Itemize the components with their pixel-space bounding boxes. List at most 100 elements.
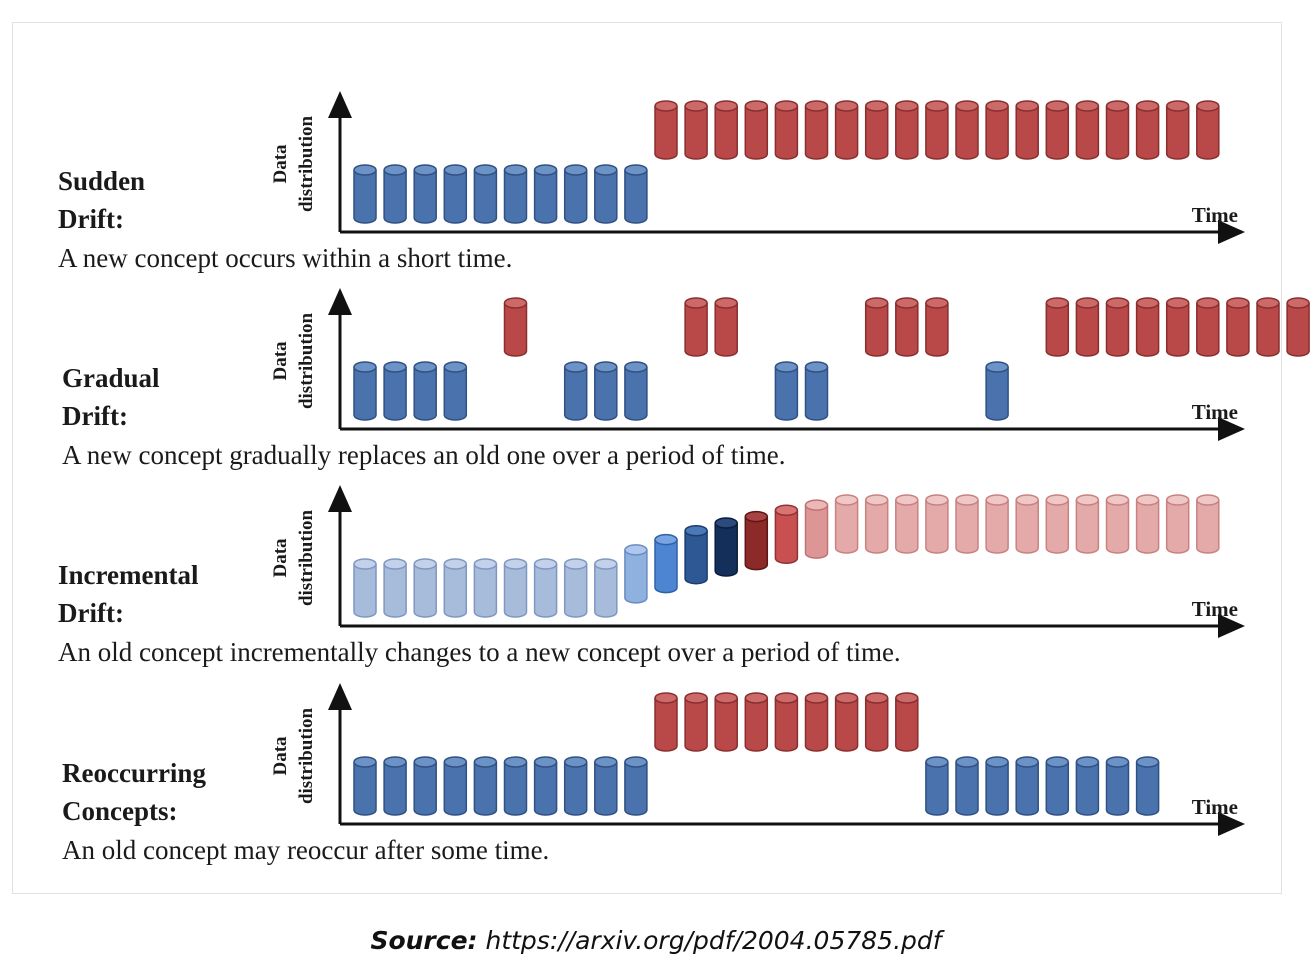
data-cylinder bbox=[774, 100, 799, 160]
cylinder-body bbox=[503, 564, 528, 618]
cylinder-top bbox=[533, 164, 558, 176]
cylinder-top bbox=[443, 756, 468, 768]
panel-label-line: Reoccurring bbox=[62, 758, 206, 788]
cylinder-body bbox=[624, 762, 648, 816]
cylinder-top bbox=[654, 692, 678, 704]
data-cylinder bbox=[1075, 100, 1100, 160]
data-cylinder bbox=[1165, 297, 1190, 357]
y-axis-title: Data distribution bbox=[270, 116, 317, 213]
data-cylinder bbox=[353, 756, 377, 816]
cylinder-body bbox=[624, 367, 648, 421]
cylinder-body bbox=[1105, 500, 1130, 554]
cylinder-top bbox=[443, 164, 468, 176]
cylinder-top bbox=[1075, 297, 1100, 309]
cylinder-top bbox=[624, 544, 648, 556]
data-cylinder bbox=[383, 361, 407, 421]
cylinder-body bbox=[1196, 106, 1220, 160]
cylinder-top bbox=[955, 100, 979, 112]
cylinder-body bbox=[1135, 500, 1160, 554]
cylinder-body bbox=[925, 500, 949, 554]
cylinder-body bbox=[744, 516, 769, 571]
data-cylinder bbox=[1075, 756, 1100, 816]
cylinder-top bbox=[563, 558, 588, 570]
data-cylinder bbox=[533, 164, 558, 224]
cylinder-body bbox=[864, 698, 889, 752]
panel-incremental: Data distribution Time Incremental Drift: An … bbox=[58, 485, 1245, 667]
data-cylinder bbox=[563, 361, 588, 421]
cylinder-top bbox=[714, 297, 738, 309]
data-cylinder bbox=[413, 558, 437, 618]
data-cylinder bbox=[624, 756, 648, 816]
cylinder-body bbox=[1075, 500, 1100, 554]
cylinder-body bbox=[714, 523, 738, 577]
cylinder-top bbox=[353, 558, 377, 570]
cylinder-top bbox=[864, 297, 889, 309]
cylinder-body bbox=[895, 106, 919, 160]
data-cylinder bbox=[654, 692, 678, 752]
data-cylinder bbox=[744, 100, 769, 160]
cylinder-body bbox=[774, 106, 799, 160]
data-cylinder bbox=[1045, 494, 1070, 554]
data-cylinder bbox=[1045, 100, 1070, 160]
cylinder-body bbox=[503, 170, 528, 224]
data-cylinder bbox=[774, 692, 799, 752]
cylinder-body bbox=[955, 500, 979, 554]
data-cylinder bbox=[503, 558, 528, 618]
cylinder-body bbox=[1015, 500, 1039, 554]
cylinder-body bbox=[563, 762, 588, 816]
panel-description: A new concept occurs within a short time… bbox=[58, 243, 512, 273]
data-cylinder bbox=[533, 756, 558, 816]
data-cylinder bbox=[925, 756, 949, 816]
cylinder-body bbox=[895, 698, 919, 752]
data-cylinder bbox=[1256, 297, 1280, 357]
cylinder-body bbox=[1045, 303, 1070, 357]
data-cylinder bbox=[563, 558, 588, 618]
cylinder-body bbox=[955, 762, 979, 816]
panel-sudden: Data distribution Time Sudden Drift: A new co… bbox=[58, 91, 1245, 273]
y-axis-title-line: Data bbox=[270, 341, 291, 381]
cylinder-top bbox=[1045, 756, 1070, 768]
data-cylinder bbox=[684, 100, 708, 160]
data-cylinder bbox=[624, 544, 648, 604]
cylinder-top bbox=[985, 756, 1009, 768]
data-cylinder bbox=[353, 361, 377, 421]
cylinder-body bbox=[1165, 303, 1190, 357]
data-cylinder bbox=[594, 558, 618, 618]
cylinder-body bbox=[353, 564, 377, 618]
data-cylinder bbox=[1135, 100, 1160, 160]
cylinder-top bbox=[1165, 297, 1190, 309]
cylinder-body bbox=[1135, 762, 1160, 816]
panel-description: An old concept may reoccur after some ti… bbox=[62, 835, 549, 865]
cylinder-body bbox=[925, 303, 949, 357]
y-axis-title-line: Data bbox=[270, 736, 291, 776]
cylinder-body bbox=[383, 762, 407, 816]
cylinder-top bbox=[383, 164, 407, 176]
cylinder-body bbox=[443, 762, 468, 816]
cylinder-top bbox=[714, 692, 738, 704]
data-cylinder bbox=[654, 533, 678, 594]
data-cylinder bbox=[985, 494, 1009, 554]
data-cylinder bbox=[1045, 756, 1070, 816]
data-cylinder bbox=[1045, 297, 1070, 357]
data-cylinder bbox=[1286, 297, 1310, 357]
data-cylinder bbox=[1196, 494, 1220, 554]
y-axis-title-line: Data bbox=[270, 538, 291, 578]
data-cylinder bbox=[834, 692, 859, 752]
data-cylinder bbox=[473, 756, 498, 816]
cylinder-body bbox=[594, 564, 618, 618]
cylinder-top bbox=[774, 692, 799, 704]
data-cylinder bbox=[744, 692, 769, 752]
cylinder-body bbox=[353, 762, 377, 816]
cylinder-top bbox=[624, 164, 648, 176]
panel-label-line: Drift: bbox=[62, 401, 128, 431]
data-cylinder bbox=[684, 524, 708, 585]
data-cylinder bbox=[473, 164, 498, 224]
data-cylinder bbox=[503, 164, 528, 224]
data-cylinder bbox=[714, 100, 738, 160]
cylinder-body bbox=[1105, 762, 1130, 816]
cylinder-body bbox=[834, 698, 859, 752]
data-cylinder bbox=[895, 297, 919, 357]
cylinder-top bbox=[864, 692, 889, 704]
source-url[interactable]: https://arxiv.org/pdf/2004.05785.pdf bbox=[485, 926, 942, 955]
cylinder-body bbox=[594, 367, 618, 421]
